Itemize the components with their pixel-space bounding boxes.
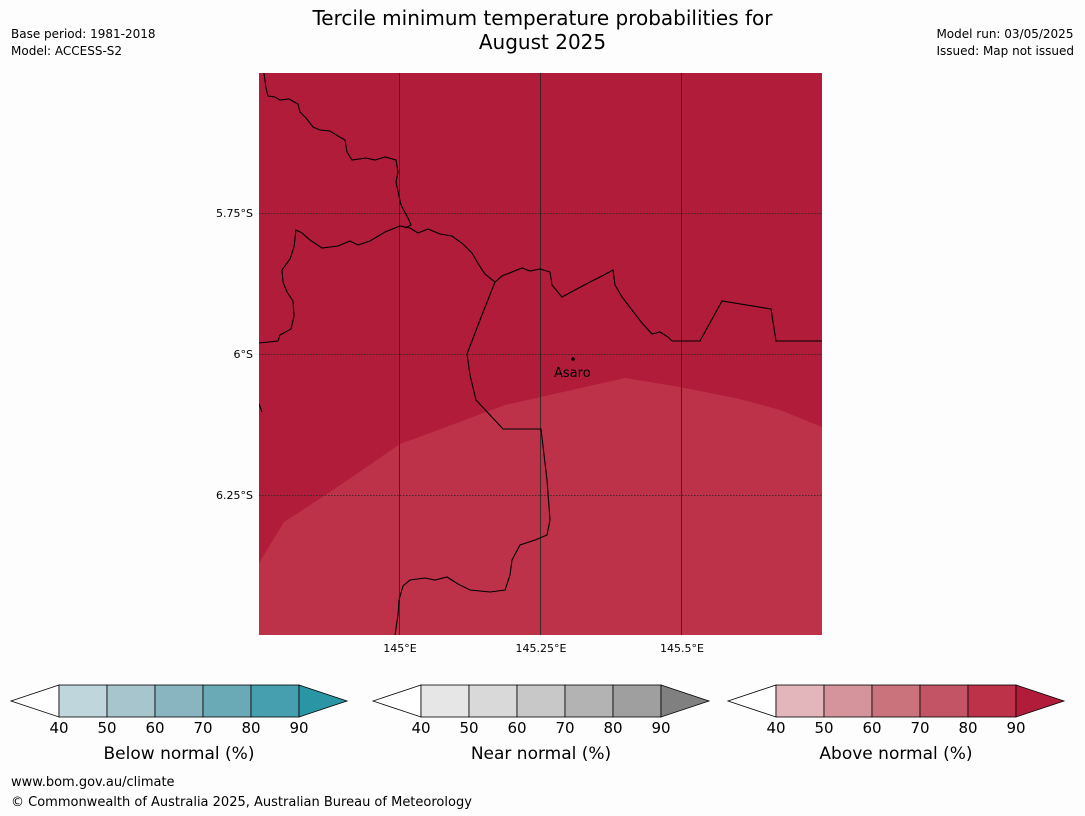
colorbar-tick-label: 90 <box>1006 719 1025 737</box>
colorbar-tick-label: 80 <box>603 719 622 737</box>
colorbar-tick-label: 60 <box>507 719 526 737</box>
colorbar-segment <box>250 684 300 718</box>
graticule <box>259 73 822 635</box>
colorbar-tick-label: 40 <box>49 719 68 737</box>
colorbar-tick-label: 70 <box>193 719 212 737</box>
colorbar-tick-label: 40 <box>411 719 430 737</box>
colorbar-tick-label: 70 <box>555 719 574 737</box>
model-name: Model: ACCESS-S2 <box>11 44 123 58</box>
lat-tick-label: 6°S <box>234 348 253 361</box>
model-info: Base period: 1981-2018 Model: ACCESS-S2 <box>11 26 156 60</box>
colorbar-segment <box>871 684 921 718</box>
colorbar-extend-low <box>9 684 60 718</box>
run-info: Model run: 03/05/2025 Issued: Map not is… <box>936 26 1074 60</box>
title-line-1: Tercile minimum temperature probabilitie… <box>312 6 773 30</box>
colorbar-extend-high <box>298 684 349 718</box>
colorbar-1: 40 50 60 70 80 90 <box>371 684 711 737</box>
issued-status: Issued: Map not issued <box>936 44 1074 58</box>
colorbar-segment <box>468 684 518 718</box>
colorbar-segment <box>106 684 156 718</box>
model-run: Model run: 03/05/2025 <box>936 27 1074 41</box>
colorbar-segment <box>919 684 969 718</box>
colorbar-tick-label: 50 <box>97 719 116 737</box>
colorbar-segment <box>823 684 873 718</box>
colorbar-legends: 40 50 60 70 80 90 40 50 60 70 80 90 40 50 60 70 80 90 <box>9 684 1066 737</box>
lon-tick-label: 145°E <box>383 642 416 655</box>
province-borders <box>259 73 822 635</box>
probability-map: Asaro 5.75°S 6°S 6.25°S 145°E 145.25°E 1… <box>216 73 822 655</box>
town-marker <box>571 357 575 361</box>
website-link[interactable]: www.bom.gov.au/climate <box>11 775 175 790</box>
colorbar-segment <box>202 684 252 718</box>
copyright: © Commonwealth of Australia 2025, Austra… <box>11 795 472 810</box>
lon-tick-label: 145.5°E <box>660 642 704 655</box>
colorbar-tick-label: 40 <box>766 719 785 737</box>
map-title: Tercile minimum temperature probabilitie… <box>0 6 1085 54</box>
colorbar-tick-label: 70 <box>910 719 929 737</box>
colorbar-extend-low <box>726 684 777 718</box>
above-normal-label: Above normal (%) <box>819 744 973 764</box>
colorbar-tick-label: 60 <box>145 719 164 737</box>
colorbar-segment <box>967 684 1017 718</box>
colorbar-tick-label: 80 <box>241 719 260 737</box>
colorbar-extend-high <box>1015 684 1066 718</box>
base-period: Base period: 1981-2018 <box>11 27 156 41</box>
town-label: Asaro <box>554 366 591 381</box>
colorbar-segment <box>775 684 825 718</box>
colorbar-tick-label: 90 <box>651 719 670 737</box>
colorbar-tick-label: 50 <box>459 719 478 737</box>
title-line-2: August 2025 <box>478 30 607 54</box>
lat-tick-label: 6.25°S <box>216 489 253 502</box>
colorbar-tick-label: 80 <box>958 719 977 737</box>
colorbar-segment <box>516 684 566 718</box>
colorbar-extend-low <box>371 684 422 718</box>
near-normal-label: Near normal (%) <box>470 744 612 764</box>
colorbar-extend-high <box>660 684 711 718</box>
lon-tick-label: 145.25°E <box>516 642 567 655</box>
below-normal-label: Below normal (%) <box>103 744 255 764</box>
colorbar-segment <box>420 684 470 718</box>
colorbar-segment <box>612 684 662 718</box>
colorbar-segment <box>58 684 108 718</box>
lat-tick-label: 5.75°S <box>216 207 253 220</box>
colorbar-segment <box>564 684 614 718</box>
colorbar-2: 40 50 60 70 80 90 <box>726 684 1066 737</box>
colorbar-tick-label: 90 <box>289 719 308 737</box>
colorbar-segment <box>154 684 204 718</box>
colorbar-0: 40 50 60 70 80 90 <box>9 684 349 737</box>
colorbar-tick-label: 60 <box>862 719 881 737</box>
colorbar-tick-label: 50 <box>814 719 833 737</box>
